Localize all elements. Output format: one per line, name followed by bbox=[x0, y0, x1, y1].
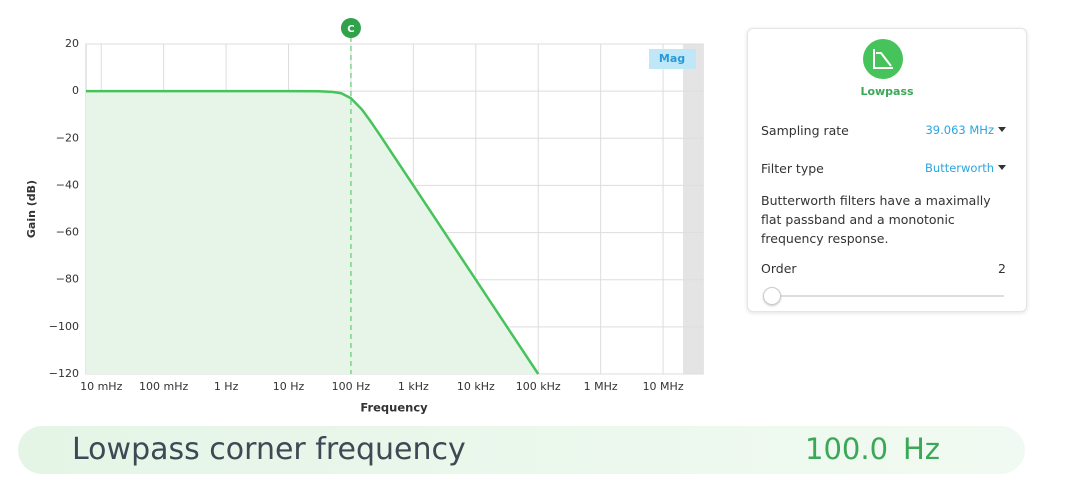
x-tick-label: 10 MHz bbox=[643, 380, 684, 393]
filter-description: Butterworth filters have a maximally fla… bbox=[761, 193, 991, 246]
y-tick-label: −60 bbox=[56, 226, 79, 239]
chart: Mag Frequency Gain (dB) 20 0 −20 −40 −60 −80 −… bbox=[25, 18, 704, 415]
x-tick-label: 100 kHz bbox=[516, 380, 561, 393]
footer-label: Lowpass corner frequency bbox=[72, 432, 466, 467]
x-axis-title: Frequency bbox=[360, 401, 428, 415]
x-tick-label: 100 mHz bbox=[139, 380, 188, 393]
mag-badge[interactable] bbox=[649, 49, 696, 69]
sampling-value[interactable]: 39.063 MHz bbox=[925, 123, 1006, 138]
x-tick-label: 1 Hz bbox=[214, 380, 239, 393]
y-tick-label: 0 bbox=[72, 84, 79, 97]
y-tick-label: −80 bbox=[56, 273, 79, 286]
order-value: 2 bbox=[998, 261, 1006, 276]
order-slider[interactable] bbox=[766, 295, 1004, 297]
y-axis-title: Gain (dB) bbox=[25, 180, 38, 238]
filter-row: Filter type Butterworth bbox=[761, 161, 1006, 176]
area-fill bbox=[86, 91, 539, 375]
filter-value[interactable]: Butterworth bbox=[925, 161, 1006, 176]
x-tick-label: 10 kHz bbox=[457, 380, 495, 393]
x-tick-label: 100 Hz bbox=[332, 380, 371, 393]
y-tick-label: −40 bbox=[56, 178, 79, 191]
filter-label: Filter type bbox=[761, 161, 824, 176]
x-tick-label: 10 Hz bbox=[273, 380, 305, 393]
slider-knob[interactable] bbox=[763, 287, 781, 305]
panel-title: Lowpass bbox=[860, 85, 914, 98]
sampling-label: Sampling rate bbox=[761, 123, 849, 138]
order-row: Order 2 bbox=[761, 261, 1006, 276]
lowpass-icon[interactable] bbox=[863, 39, 903, 79]
order-label: Order bbox=[761, 261, 797, 276]
filter-panel: Lowpass Sampling rate 39.063 MHz Filter t… bbox=[747, 28, 1027, 312]
y-tick-label: 20 bbox=[65, 37, 79, 50]
nyquist-region bbox=[683, 44, 703, 374]
x-tick-label: 10 mHz bbox=[80, 380, 122, 393]
sampling-row: Sampling rate 39.063 MHz bbox=[761, 123, 1006, 138]
mag-badge-label[interactable]: Mag bbox=[659, 52, 685, 65]
cursor-handle[interactable] bbox=[340, 18, 361, 38]
footer-unit: Hz bbox=[903, 432, 941, 466]
footer-value[interactable]: 100.0 bbox=[805, 432, 889, 466]
y-tick-label: −20 bbox=[56, 131, 79, 144]
x-tick-label: 1 kHz bbox=[398, 380, 429, 393]
cursor-label: C bbox=[347, 24, 354, 35]
line bbox=[86, 89, 540, 375]
y-tick-label: −120 bbox=[49, 367, 79, 380]
corner-frequency-bar: Lowpass corner frequency 100.0 Hz bbox=[18, 426, 1025, 474]
x-tick-label: 1 MHz bbox=[584, 380, 618, 393]
y-tick-label: −100 bbox=[49, 320, 79, 333]
